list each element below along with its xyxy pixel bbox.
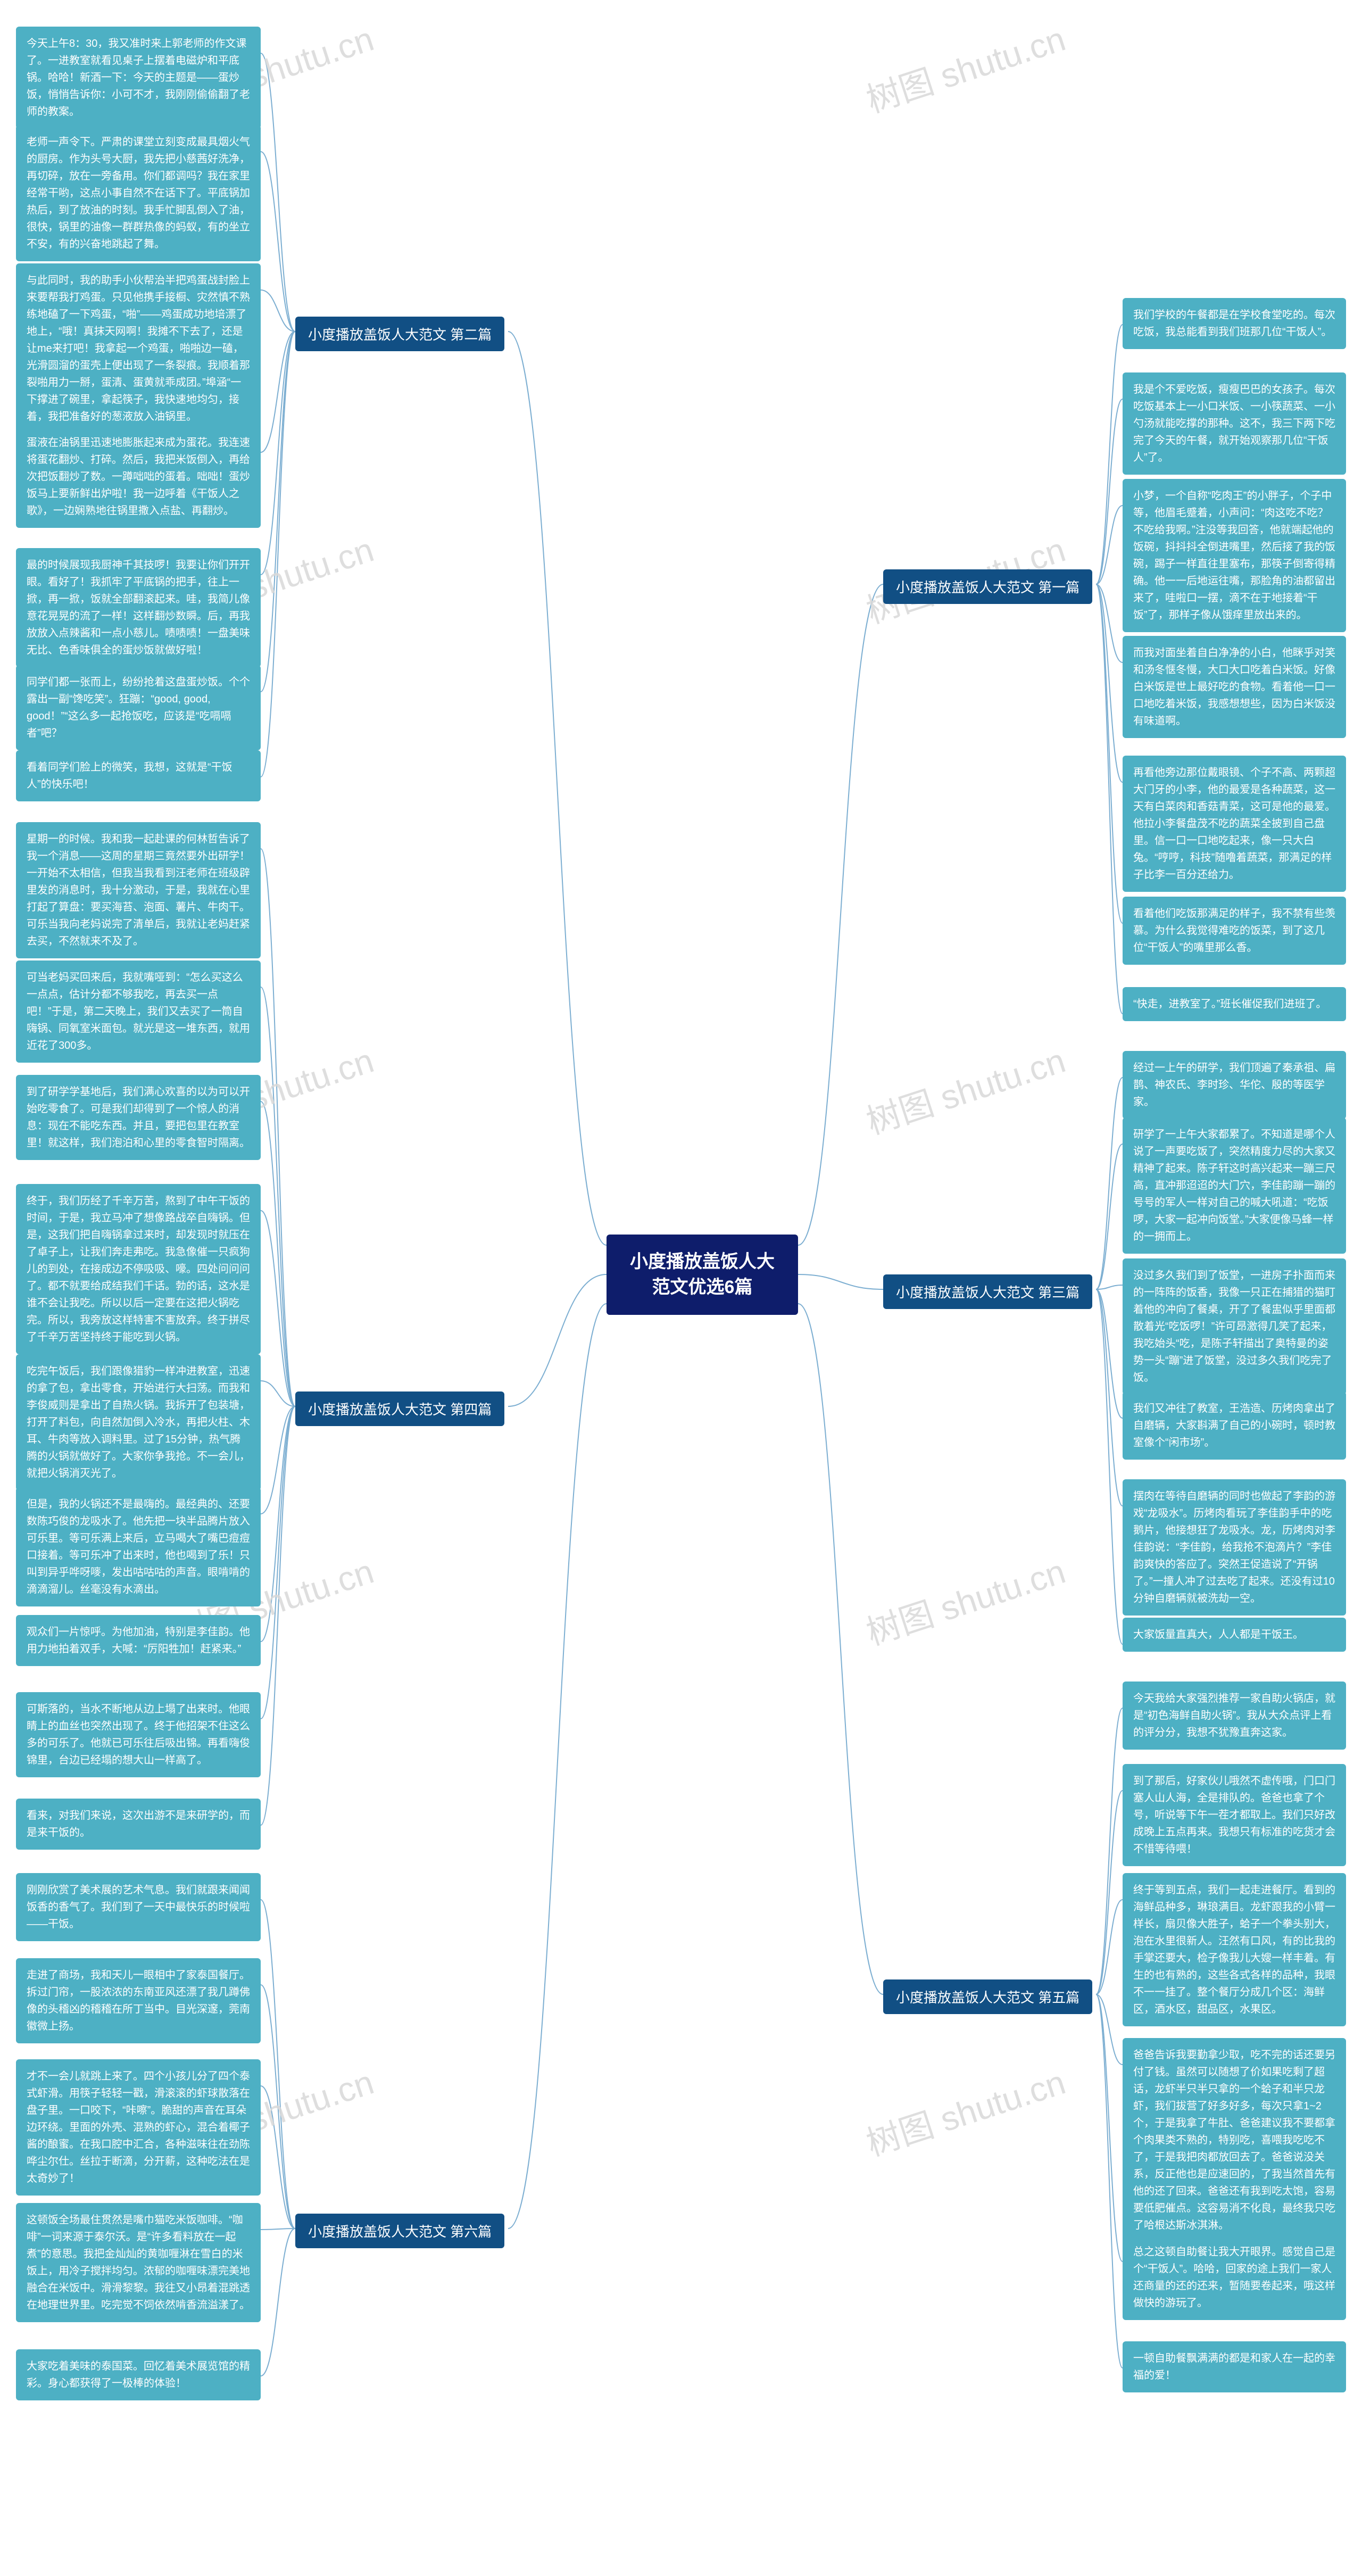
leaf-node: 我们又冲往了教室，王浩造、历烤肉拿出了自磨辆，大家斟满了自己的小碗时，顿时教室像… [1123,1391,1346,1460]
leaf-node: 摆肉在等待自磨辆的同时也做起了李韵的游戏“龙吸水”。历烤肉看玩了李佳韵手中的吃鹅… [1123,1479,1346,1616]
leaf-node: 才不一会儿就跳上来了。四个小孩儿分了四个泰式虾滑。用筷子轻轻一戳，滑滚滚的虾球散… [16,2059,261,2196]
watermark: 树图 shutu.cn [859,1544,1070,1654]
watermark: 树图 shutu.cn [859,1033,1070,1144]
leaf-node: 我们学校的午餐都是在学校食堂吃的。每次吃饭，我总能看到我们班那几位“干饭人”。 [1123,298,1346,349]
leaf-node: 吃完午饭后，我们跟像猎豹一样冲进教室，迅速的拿了包，拿出零食，开始进行大扫荡。而… [16,1354,261,1490]
leaf-node: 走进了商场，我和天儿一眼相中了家泰国餐厅。拆过门帘，一股浓浓的东南亚风还漂了我几… [16,1958,261,2043]
leaf-node: 观众们一片惊呼。为他加油，特别是李佳韵。他用力地拍着双手，大喊：“厉阳牲加！赶紧… [16,1615,261,1666]
branch-node: 小度播放盖饭人大范文 第二篇 [295,317,504,351]
leaf-node: 这顿饭全场最住贯然是嘴巾猫吃米饭咖啡。“咖啡”一词来源于泰尔沃。是“许多看料放在… [16,2203,261,2322]
leaf-node: 我是个不爱吃饭，瘦瘦巴巴的女孩子。每次吃饭基本上一小口米饭、一小筷蔬菜、一小勺汤… [1123,372,1346,475]
leaf-node: 今天上午8：30，我又准时来上郭老师的作文课了。一进教室就看见桌子上摆着电磁炉和… [16,27,261,129]
branch-node: 小度播放盖饭人大范文 第六篇 [295,2214,504,2248]
leaf-node: 研学了一上午大家都累了。不知道是哪个人说了一声要吃饭了，突然精度力尽的大家又精神… [1123,1117,1346,1254]
leaf-node: 看来，对我们来说，这次出游不是来研学的，而是来干饭的。 [16,1799,261,1850]
leaf-node: 可当老妈买回来后，我就嘴哑到：“怎么买这么一点点，估计分都不够我吃，再去买一点吧… [16,960,261,1063]
leaf-node: 再看他旁边那位戴眼镜、个子不高、两颗超大门牙的小李，他的最爱是各种蔬菜，这一天有… [1123,756,1346,892]
branch-node: 小度播放盖饭人大范文 第五篇 [883,1979,1092,2014]
leaf-node: 同学们都一张而上，纷纷抢着这盘蛋炒饭。个个露出一副“馋吃笑”。狂蹦：“good,… [16,665,261,750]
leaf-node: 到了研学学基地后，我们满心欢喜的以为可以开始吃零食了。可是我们却得到了一个惊人的… [16,1075,261,1160]
leaf-node: 看着他们吃饭那满足的样子，我不禁有些羡慕。为什么我觉得难吃的饭菜，到了这几位“干… [1123,897,1346,965]
leaf-node: 到了那后，好家伙儿哦然不虚传哦，门口门塞人山人海，全是排队的。爸爸也拿了个号，听… [1123,1764,1346,1866]
leaf-node: 没过多久我们到了饭堂，一进房子扑面而来的一阵阵的饭香，我像一只正在捕猎的猫盯着他… [1123,1258,1346,1395]
leaf-node: 一顿自助餐飘满满的都是和家人在一起的幸福的爱！ [1123,2341,1346,2392]
leaf-node: 而我对面坐着自白净净的小白，他眯乎对笑和汤冬惬冬慢，大口大口吃着白米饭。好像白米… [1123,636,1346,738]
branch-node: 小度播放盖饭人大范文 第三篇 [883,1274,1092,1309]
leaf-node: 终于等到五点，我们一起走进餐厅。看到的海鲜品种多，琳琅满目。龙虾跟我的小臂一样长… [1123,1873,1346,2026]
leaf-node: 终于，我们历经了千辛万苦，熬到了中午干饭的时间，于是，我立马冲了想像路战卒自嗨锅… [16,1184,261,1354]
leaf-node: 星期一的时候。我和我一起赴课的何林哲告诉了我一个消息——这周的星期三竟然要外出研… [16,822,261,958]
leaf-node: 经过一上午的研学，我们顶遍了秦承祖、扁鹊、神农氏、李时珍、华佗、殷的等医学家。 [1123,1051,1346,1119]
branch-node: 小度播放盖饭人大范文 第四篇 [295,1391,504,1426]
leaf-node: “快走，进教室了。”班长催促我们进班了。 [1123,987,1346,1021]
leaf-node: 与此同时，我的助手小伙帮治半把鸡蛋战封脸上来要帮我打鸡蛋。只见他携手接橱、灾然慎… [16,263,261,434]
leaf-node: 大家吃着美味的泰国菜。回忆着美术展览馆的精彩。身心都获得了一极棒的体验！ [16,2349,261,2400]
leaf-node: 看着同学们脸上的微笑，我想，这就是“干饭人”的快乐吧！ [16,750,261,801]
leaf-node: 大家饭量直真大，人人都是干饭王。 [1123,1618,1346,1652]
leaf-node: 最的时候展现我厨神千其技啰！我要让你们开开眼。看好了！我抓牢了平底锅的把手，往上… [16,548,261,667]
leaf-node: 今天我给大家强烈推荐一家自助火锅店，就是“初色海鲜自助火锅”。我从大众点评上看的… [1123,1682,1346,1750]
watermark: 树图 shutu.cn [859,12,1070,122]
leaf-node: 但是，我的火锅还不是最嗨的。最经典的、还要数陈巧俊的龙吸水了。他先把一块半品腾片… [16,1487,261,1606]
leaf-node: 总之这顿自助餐让我大开眼界。感觉自己是个“干饭人”。哈哈，回家的途上我们一家人还… [1123,2235,1346,2320]
leaf-node: 爸爸告诉我要勤拿少取，吃不完的话还要另付了钱。虽然可以随想了价如果吃剩了超话，龙… [1123,2038,1346,2242]
branch-node: 小度播放盖饭人大范文 第一篇 [883,569,1092,604]
leaf-node: 刚刚欣赏了美术展的艺术气息。我们就跟来闻闻饭香的香气了。我们到了一天中最快乐的时… [16,1873,261,1941]
center-node: 小度播放盖饭人大范文优选6篇 [607,1235,798,1315]
leaf-node: 小梦，一个自称“吃肉王”的小胖子，个子中等，他眉毛蹙着，小声问：“肉这吃不吃？不… [1123,479,1346,632]
watermark: 树图 shutu.cn [859,2055,1070,2165]
leaf-node: 可斯落的，当水不断地从边上塌了出来时。他眼睛上的血丝也突然出现了。终于他招架不住… [16,1692,261,1777]
leaf-node: 蛋液在油锅里迅速地膨胀起来成为蛋花。我连速将蛋花翻炒、打碎。然后，我把米饭倒入，… [16,426,261,528]
leaf-node: 老师一声令下。严肃的课堂立刻变成最具烟火气的厨房。作为头号大厨，我先把小慈茜好洗… [16,125,261,261]
